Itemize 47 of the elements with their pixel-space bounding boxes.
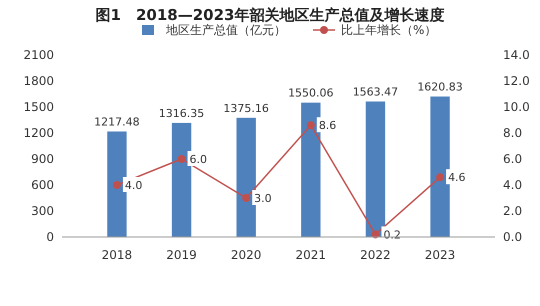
y2-tick-label: 6.0: [503, 152, 522, 166]
legend-label: 比上年增长（%）: [341, 23, 436, 37]
y2-tick-label: 12.0: [503, 74, 530, 88]
data-label: 6.0: [190, 153, 208, 166]
y2-tick-label: 10.0: [503, 100, 530, 114]
point: [436, 173, 444, 182]
y2-tick-label: 2.0: [503, 204, 522, 218]
bar: [430, 96, 450, 237]
x-tick-label: 2019: [166, 248, 197, 262]
data-label: 3.0: [254, 192, 272, 205]
y-tick-label: 300: [31, 204, 54, 218]
point: [112, 181, 121, 189]
y-tick-label: 1200: [23, 126, 54, 140]
data-label: 1316.35: [158, 106, 204, 120]
y-tick-label: 600: [31, 178, 54, 192]
y2-tick-label: 4.0: [503, 178, 522, 192]
y2-tick-label: 8.0: [503, 126, 522, 140]
point: [178, 155, 186, 163]
x-tick-label: 2020: [230, 248, 262, 262]
y-tick-label: 2100: [23, 48, 54, 62]
bar: [366, 102, 386, 237]
y2-tick-label: 0.0: [503, 230, 522, 244]
bar: [172, 122, 192, 237]
point: [306, 121, 315, 130]
chart-title: 图1 2018—2023年韶关地区生产总值及增长速度: [96, 6, 444, 24]
x-tick-label: 2021: [296, 248, 326, 262]
data-label: 1550.06: [288, 86, 334, 100]
point: [242, 194, 250, 202]
data-label: 4.0: [124, 179, 142, 192]
data-label: 1217.48: [94, 115, 140, 128]
data-label: 1563.47: [352, 86, 398, 98]
y-tick-label: 900: [31, 152, 54, 166]
legend-label: 地区生产总值（亿元）: [165, 23, 286, 37]
x-tick-label: 2022: [360, 248, 391, 262]
y-tick-label: 1800: [23, 74, 54, 88]
data-label: 4.6: [448, 171, 466, 184]
data-label: 8.6: [318, 119, 336, 132]
y-tick-label: 1500: [23, 100, 54, 114]
data-label: 1620.83: [417, 80, 463, 94]
bar: [107, 131, 127, 237]
x-tick-label: 2023: [424, 248, 456, 262]
x-tick-label: 2018: [102, 248, 132, 262]
y2-tick-label: 14.0: [503, 48, 530, 62]
y-tick-label: 0: [46, 230, 54, 244]
bar: [301, 102, 321, 237]
data-label: 1375.16: [223, 102, 269, 115]
bar: [236, 118, 256, 237]
